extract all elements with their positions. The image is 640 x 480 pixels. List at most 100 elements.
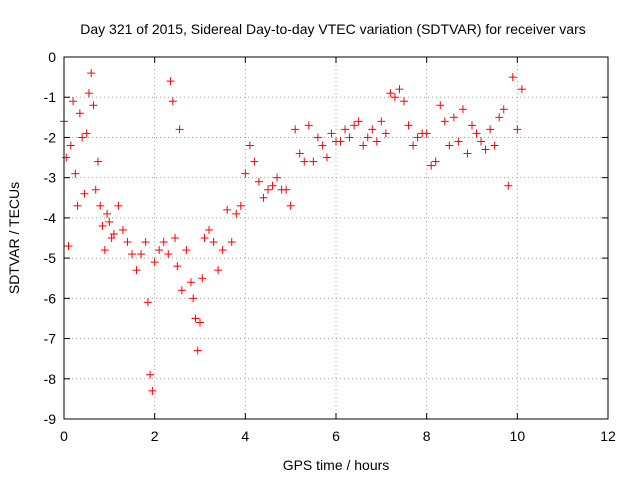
data-point: [254, 177, 263, 186]
data-point: [69, 97, 78, 106]
data-point: [395, 85, 404, 94]
data-point: [91, 185, 100, 194]
data-point: [449, 113, 458, 122]
data-point: [146, 370, 155, 379]
grid: [64, 57, 608, 419]
data-point: [227, 238, 236, 247]
data-point: [513, 125, 522, 134]
data-point: [71, 169, 80, 178]
data-point: [409, 141, 418, 150]
data-point: [377, 117, 386, 126]
data-point: [304, 121, 313, 130]
data-point: [327, 129, 336, 138]
y-tick-label: -2: [44, 129, 57, 145]
data-point: [96, 201, 105, 210]
data-point: [381, 129, 390, 138]
data-point: [94, 157, 102, 166]
data-point: [359, 141, 368, 150]
data-point: [286, 201, 295, 210]
data-point: [445, 141, 454, 150]
data-point: [137, 250, 146, 259]
data-point: [336, 137, 345, 146]
data-point: [436, 101, 445, 110]
data-point: [490, 141, 499, 150]
y-tick-label: -4: [44, 210, 57, 226]
x-tick-label: 8: [423, 428, 431, 444]
data-point: [141, 238, 150, 247]
data-point: [132, 266, 141, 275]
data-point: [291, 125, 300, 134]
data-point: [427, 161, 436, 170]
data-point: [236, 201, 245, 210]
data-point: [82, 129, 91, 138]
x-tick-label: 2: [151, 428, 159, 444]
data-point: [481, 145, 490, 154]
data-point: [107, 234, 116, 242]
data-point: [413, 133, 422, 142]
data-point: [322, 153, 331, 162]
data-point: [264, 185, 272, 194]
data-point: [64, 242, 73, 251]
data-point: [150, 258, 159, 267]
data-point: [468, 121, 476, 130]
data-point: [250, 157, 259, 166]
data-point: [318, 141, 327, 150]
data-point: [440, 117, 449, 126]
data-point: [177, 286, 186, 295]
data-point: [100, 246, 109, 255]
y-tick-label: -8: [44, 371, 57, 387]
data-point: [200, 234, 209, 242]
data-point: [400, 97, 408, 106]
data-point: [508, 73, 517, 82]
data-point: [98, 221, 107, 230]
data-point: [62, 153, 71, 162]
y-tick-label: -9: [44, 411, 57, 427]
data-point: [175, 125, 184, 134]
axis-ticks: 0 2 4 6 8 10 12 0 -1 -2 -3 -4 -5 -6 -7 -8 -9: [44, 49, 616, 444]
y-tick-label: -6: [44, 290, 57, 306]
data-point: [218, 246, 227, 255]
data-point: [193, 346, 202, 355]
data-point: [431, 157, 440, 166]
data-point: [196, 318, 204, 327]
data-point: [109, 229, 118, 238]
x-tick-label: 6: [332, 428, 340, 444]
data-point: [186, 278, 195, 287]
data-point: [422, 129, 431, 138]
data-point: [73, 201, 82, 210]
data-point: [232, 209, 241, 218]
data-point: [66, 141, 75, 150]
x-tick-label: 12: [600, 428, 616, 444]
data-point: [123, 238, 132, 247]
data-points: [60, 69, 526, 395]
data-point: [166, 77, 175, 86]
data-point: [118, 225, 127, 234]
y-tick-label: -3: [44, 170, 57, 186]
data-point: [171, 234, 180, 242]
data-point: [390, 93, 399, 102]
data-point: [155, 246, 164, 255]
y-tick-label: -5: [44, 250, 57, 266]
data-point: [463, 149, 472, 158]
data-point: [495, 113, 504, 122]
data-point: [350, 121, 359, 130]
data-point: [191, 314, 200, 323]
data-point: [313, 133, 322, 142]
data-point: [363, 133, 372, 142]
data-point: [499, 105, 508, 114]
data-point: [345, 133, 354, 142]
data-point: [404, 121, 413, 130]
y-tick-label: -1: [44, 89, 57, 105]
data-point: [386, 89, 395, 98]
data-point: [368, 125, 377, 134]
data-point: [477, 137, 486, 146]
data-point: [168, 97, 177, 106]
data-point: [189, 294, 198, 303]
data-point: [309, 157, 318, 166]
data-point: [295, 149, 304, 158]
x-axis-label: GPS time / hours: [283, 457, 390, 473]
data-point: [214, 266, 223, 275]
data-point: [159, 238, 168, 247]
y-axis-label: SDTVAR / TECUs: [6, 182, 22, 294]
data-point: [148, 386, 157, 395]
